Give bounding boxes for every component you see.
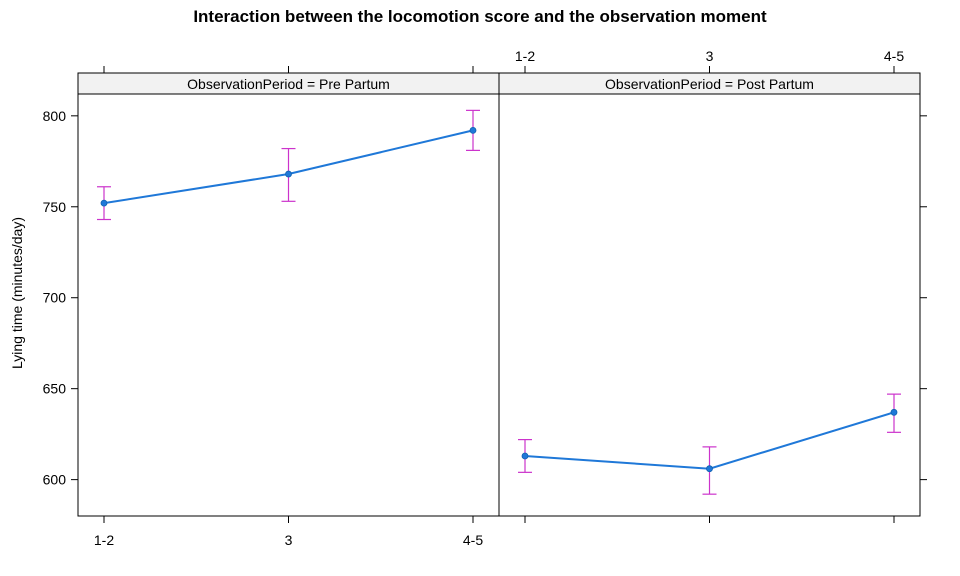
x-tick-label-top: 4-5 bbox=[884, 48, 904, 64]
y-tick-label: 600 bbox=[43, 472, 67, 488]
chart-title: Interaction between the locomotion score… bbox=[193, 7, 767, 26]
y-tick-label: 800 bbox=[43, 108, 67, 124]
x-tick-label-top: 3 bbox=[706, 48, 714, 64]
panels: ObservationPeriod = Pre Partum 1-2 3 4-5 600… bbox=[43, 48, 927, 548]
y-tick-label: 750 bbox=[43, 199, 67, 215]
x-tick-label: 4-5 bbox=[463, 532, 483, 548]
data-point bbox=[706, 465, 713, 473]
panel-2: ObservationPeriod = Post Partum 1-2 3 4-5 bbox=[498, 48, 927, 523]
data-point bbox=[100, 199, 108, 207]
x-tick-label: 3 bbox=[285, 532, 293, 548]
y-tick-label: 650 bbox=[43, 381, 67, 397]
data-point bbox=[890, 408, 898, 416]
panel-1: ObservationPeriod = Pre Partum 1-2 3 4-5 600… bbox=[43, 66, 500, 548]
x-tick-label: 1-2 bbox=[94, 532, 114, 548]
data-point bbox=[521, 452, 529, 460]
data-point bbox=[469, 126, 477, 134]
panel-strip bbox=[78, 73, 499, 94]
data-point bbox=[285, 170, 292, 178]
panel-strip-label: ObservationPeriod = Post Partum bbox=[605, 76, 814, 92]
y-axis-label: Lying time (minutes/day) bbox=[9, 217, 25, 369]
panel-strip-label: ObservationPeriod = Pre Partum bbox=[187, 76, 390, 92]
y-tick-label: 700 bbox=[43, 290, 67, 306]
x-tick-label-top: 1-2 bbox=[515, 48, 535, 64]
panel-strip bbox=[499, 73, 920, 94]
